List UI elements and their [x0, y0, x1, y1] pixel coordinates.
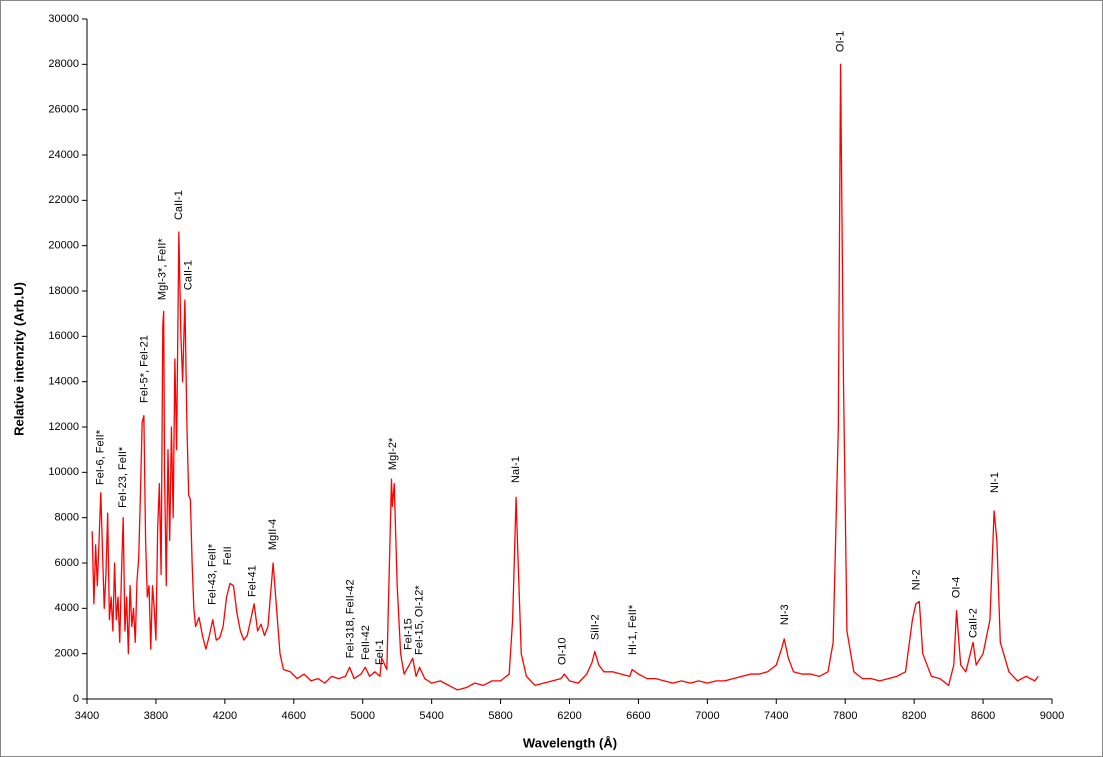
peak-label: OI-4	[950, 577, 962, 598]
peak-label: FeII	[222, 546, 234, 565]
y-tick-label: 28000	[48, 58, 79, 70]
peak-label: FeI-23, FeII*	[117, 446, 129, 508]
y-tick-label: 18000	[48, 285, 79, 297]
peak-label: FeI-5*, FeI-21	[139, 335, 151, 403]
x-tick-label: 3800	[144, 710, 168, 722]
y-tick-label: 0	[73, 693, 79, 705]
x-tick-label: 4600	[282, 710, 306, 722]
x-tick-label: 8600	[971, 710, 995, 722]
x-tick-label: 5000	[350, 710, 374, 722]
y-tick-label: 14000	[48, 376, 79, 388]
x-tick-label: 7400	[764, 710, 788, 722]
y-tick-label: 16000	[48, 330, 79, 342]
y-tick-label: 8000	[55, 512, 79, 524]
x-axis-label: Wavelength (Å)	[523, 735, 617, 750]
y-tick-label: 24000	[48, 149, 79, 161]
peak-label: OI-10	[557, 637, 569, 665]
x-tick-label: 8200	[902, 710, 926, 722]
y-tick-label: 30000	[48, 13, 79, 25]
peak-label: FeI-6, FeII*	[95, 429, 107, 485]
peak-label: FeI-15, OI-12*	[413, 585, 425, 655]
peak-label: MgI-2*	[387, 437, 399, 470]
peak-label: NaI-1	[510, 456, 522, 483]
peak-label: FeI-15	[402, 618, 414, 650]
peak-label: FeI-43, FeII*	[207, 543, 219, 605]
x-tick-label: 9000	[1040, 710, 1064, 722]
x-tick-label: 4200	[213, 710, 237, 722]
y-tick-label: 10000	[48, 466, 79, 478]
y-tick-label: 22000	[48, 194, 79, 206]
peak-label: MgII-4	[267, 519, 279, 550]
peak-label: HI-1, FeII*	[627, 604, 639, 655]
x-tick-label: 5800	[488, 710, 512, 722]
peak-label: FeII-42	[360, 625, 372, 660]
y-tick-label: 20000	[48, 240, 79, 252]
peak-label: FeI-41	[246, 565, 258, 597]
peak-label: MgI-3*, FeII*	[157, 238, 169, 300]
peak-label: FeI-1	[374, 639, 386, 665]
x-tick-label: 7800	[833, 710, 857, 722]
peak-label: CaII-1	[173, 190, 185, 220]
peak-label: CaII-1	[183, 260, 195, 290]
spectrum-line	[91, 63, 1039, 691]
y-axis-label: Relative intenzity (Arb.U)	[11, 282, 26, 436]
y-tick-label: 6000	[55, 557, 79, 569]
peak-label: NI-1	[989, 472, 1001, 493]
y-tick-label: 12000	[48, 421, 79, 433]
x-tick-label: 3400	[75, 710, 99, 722]
x-tick-label: 7000	[695, 710, 719, 722]
y-tick-label: 2000	[55, 648, 79, 660]
peak-label: FeI-318, FeII-42	[345, 579, 357, 658]
peak-label: NI-3	[779, 604, 791, 625]
peak-label: NI-2	[911, 569, 923, 590]
peak-label: OI-1	[834, 31, 846, 52]
y-tick-label: 26000	[48, 104, 79, 116]
y-tick-label: 4000	[55, 602, 79, 614]
x-tick-label: 5400	[419, 710, 443, 722]
peak-label: CaII-2	[968, 608, 980, 638]
x-tick-label: 6600	[626, 710, 650, 722]
peak-label: SiII-2	[589, 614, 601, 640]
x-tick-label: 6200	[557, 710, 581, 722]
